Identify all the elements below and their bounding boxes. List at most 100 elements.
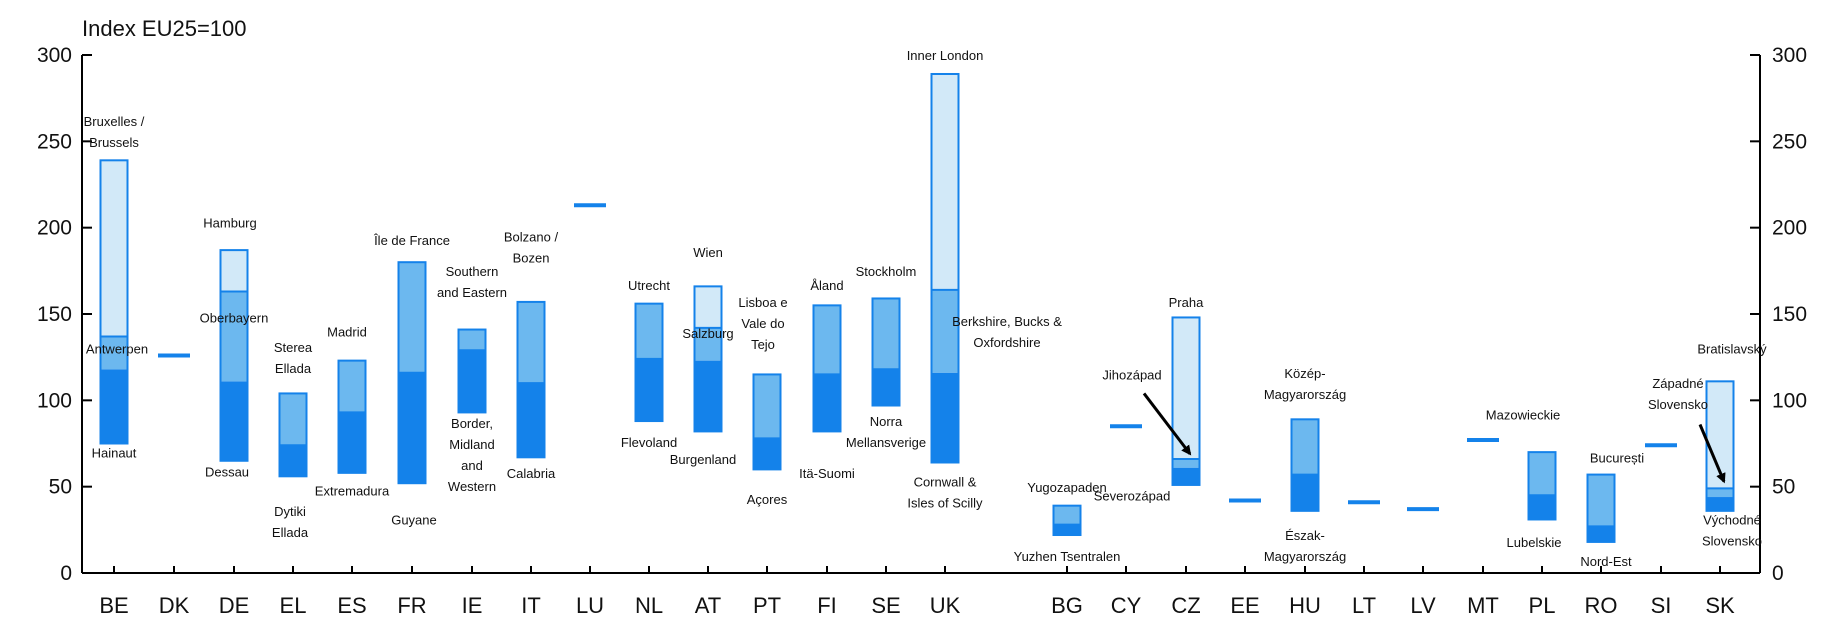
y-tick-label-right: 150 xyxy=(1772,303,1807,326)
annotation-arrow xyxy=(1698,423,1726,484)
bar-upper-bg xyxy=(1053,505,1081,525)
bar-outline-de xyxy=(219,249,249,462)
y-tick-label-right: 50 xyxy=(1772,476,1795,499)
bar-middle-uk xyxy=(931,289,959,373)
region-label: Východné Slovensko xyxy=(1702,513,1762,549)
region-label: Southern and Eastern xyxy=(437,264,507,300)
category-label: SE xyxy=(871,593,900,618)
bar-lower-it xyxy=(517,383,545,458)
region-label: Norra Mellansverige xyxy=(846,414,926,450)
category-label: HU xyxy=(1289,593,1321,618)
region-label: Flevoland xyxy=(621,435,677,450)
region-label: Bratislavský xyxy=(1697,342,1767,357)
region-label: Extremadura xyxy=(315,483,390,498)
bar-lower-at xyxy=(694,360,722,432)
bar-upper-be xyxy=(100,160,128,337)
bar-lower-nl xyxy=(635,358,663,422)
region-label: Wien xyxy=(693,245,723,260)
category-label: AT xyxy=(695,593,721,618)
region-label: Sterea Ellada xyxy=(274,340,313,376)
category-label: ES xyxy=(337,593,366,618)
region-label: Nord-Est xyxy=(1580,554,1632,569)
bar-lower-pt xyxy=(753,438,781,470)
bar-lower-be xyxy=(100,369,128,444)
category-label: LT xyxy=(1352,593,1376,618)
bar-middle-at xyxy=(694,327,722,361)
region-label: Île de France xyxy=(373,233,450,248)
bar-outline-es xyxy=(337,359,367,474)
region-label: Åland xyxy=(810,278,843,293)
category-label: DE xyxy=(219,593,250,618)
bar-lower-cz xyxy=(1172,467,1200,485)
y-tick-label-left: 250 xyxy=(37,130,72,153)
category-label: PT xyxy=(753,593,781,618)
category-label: BG xyxy=(1051,593,1083,618)
bar-upper-hu xyxy=(1291,419,1319,475)
axis-ticks: 0 0 50 50 100 100 150 150 200 200 250 250 300 300 xyxy=(37,44,1807,585)
bar-upper-pl xyxy=(1528,452,1556,496)
bar-middle-de xyxy=(220,291,248,382)
y-tick-label-right: 300 xyxy=(1772,44,1807,67)
bar-lower-pl xyxy=(1528,495,1556,520)
region-label: Yuzhen Tsentralen xyxy=(1014,549,1121,564)
category-label: EE xyxy=(1230,593,1259,618)
bar-lower-de xyxy=(220,381,248,461)
y-tick-label-left: 300 xyxy=(37,44,72,67)
bar-lower-fr xyxy=(398,372,426,484)
bar-outline-hu xyxy=(1290,418,1320,512)
bar-outline-at xyxy=(693,285,723,433)
bar-outline-pt xyxy=(752,373,782,471)
region-label: București xyxy=(1590,450,1644,465)
region-label: Bruxelles / Brussels xyxy=(84,114,145,150)
category-label: SI xyxy=(1651,593,1672,618)
bar-middle-be xyxy=(100,336,128,370)
bar-upper-de xyxy=(220,250,248,292)
category-label: MT xyxy=(1467,593,1499,618)
bar-lower-hu xyxy=(1291,474,1319,511)
region-label: Inner London xyxy=(907,48,984,63)
bar-lower-es xyxy=(338,412,366,473)
bar-upper-fr xyxy=(398,262,426,373)
region-label: Hainaut xyxy=(92,445,137,460)
bar-outline-cz xyxy=(1171,316,1201,486)
category-label: FR xyxy=(397,593,426,618)
y-tick-label-left: 0 xyxy=(60,562,72,585)
bar-outline-pl xyxy=(1527,451,1557,521)
bar-upper-fi xyxy=(813,305,841,375)
bar-upper-uk xyxy=(931,73,959,290)
category-label: DK xyxy=(159,593,190,618)
category-label: IT xyxy=(521,593,541,618)
category-label: NL xyxy=(635,593,663,618)
region-label: Lisboa e Vale do Tejo xyxy=(738,295,787,352)
category-label: FI xyxy=(817,593,837,618)
region-label: Guyane xyxy=(391,513,437,528)
region-label: Border, Midland and Western xyxy=(448,416,496,494)
category-label: LU xyxy=(576,593,604,618)
bar-middle-sk xyxy=(1706,488,1734,498)
bar-upper-se xyxy=(872,298,900,370)
bar-lower-ro xyxy=(1587,526,1615,542)
region-label: Cornwall & Isles of Scilly xyxy=(907,475,983,511)
bar-outline-se xyxy=(871,297,901,407)
region-label: Hamburg xyxy=(203,216,256,231)
region-label: Itä-Suomi xyxy=(799,466,855,481)
bar-upper-at xyxy=(694,286,722,328)
region-label: Észak-Magyarország xyxy=(1264,528,1346,564)
region-label: Calabria xyxy=(507,466,556,481)
region-label: Közép-Magyarország xyxy=(1264,366,1346,402)
region-label: Utrecht xyxy=(628,278,670,293)
bar-middle-cz xyxy=(1172,459,1200,468)
y-tick-label-right: 250 xyxy=(1772,130,1807,153)
bar-outline-uk xyxy=(930,72,960,464)
region-label: Dessau xyxy=(205,464,249,479)
category-label: CY xyxy=(1111,593,1142,618)
bar-outline-el xyxy=(278,392,308,478)
category-label: PL xyxy=(1529,593,1556,618)
region-label: Dytiki Ellada xyxy=(272,504,309,540)
y-tick-label-left: 50 xyxy=(49,476,72,499)
category-label: BE xyxy=(99,593,128,618)
region-label: Madrid xyxy=(327,324,367,339)
category-label: SK xyxy=(1705,593,1735,618)
category-label: RO xyxy=(1585,593,1618,618)
